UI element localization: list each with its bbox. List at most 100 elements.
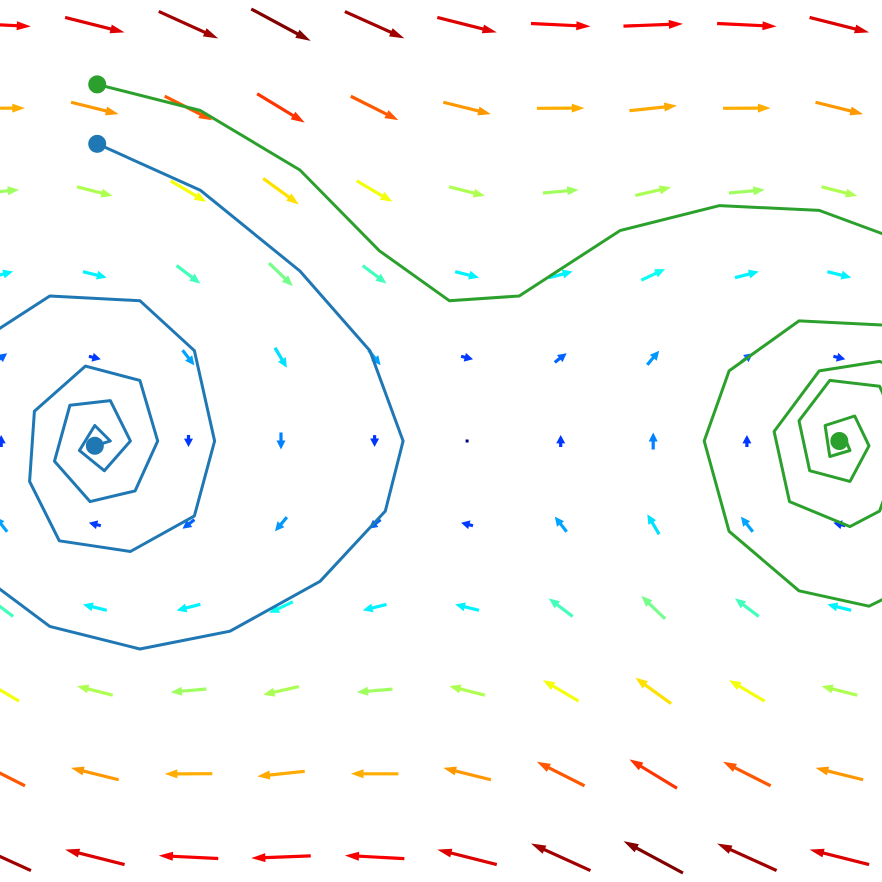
arrow	[64, 15, 125, 34]
arrow	[815, 100, 864, 116]
arrow	[182, 518, 196, 529]
arrow	[536, 103, 585, 113]
arrow	[88, 520, 102, 530]
arrow	[251, 853, 311, 863]
arrow	[0, 601, 15, 618]
arrow	[554, 516, 568, 533]
arrow	[460, 352, 473, 362]
arrow	[821, 684, 858, 697]
arrow	[269, 600, 294, 613]
arrow	[257, 769, 305, 780]
arrow	[276, 432, 286, 450]
arrow	[553, 353, 567, 364]
start-point	[88, 134, 107, 153]
arrow	[0, 688, 20, 703]
arrow	[443, 766, 492, 782]
arrow	[742, 435, 752, 447]
arrow	[821, 185, 858, 198]
arrow	[729, 680, 766, 703]
arrow	[542, 680, 580, 703]
arrow	[169, 179, 207, 202]
arrow	[461, 520, 474, 530]
arrow	[267, 262, 293, 287]
arrow	[356, 686, 393, 696]
arrow	[646, 350, 660, 366]
arrow	[809, 848, 870, 867]
arrow	[449, 684, 486, 697]
arrow	[629, 759, 678, 790]
arrow	[76, 185, 113, 198]
arrow	[717, 21, 777, 31]
arrow	[640, 269, 666, 282]
arrow	[170, 686, 207, 696]
arrow	[827, 270, 852, 280]
arrow	[530, 21, 591, 31]
arrow	[82, 270, 107, 280]
arrow	[350, 769, 399, 779]
trajectory	[95, 82, 882, 608]
arrow	[273, 346, 287, 368]
arrow	[350, 94, 399, 121]
end-point	[85, 436, 104, 455]
arrow	[623, 19, 683, 29]
arrow	[437, 848, 498, 867]
arrow	[735, 598, 760, 618]
arrow	[0, 186, 19, 196]
arrow	[176, 602, 201, 613]
trajectory	[0, 142, 405, 651]
arrow	[623, 841, 684, 875]
arrow	[0, 854, 32, 872]
arrow	[263, 685, 300, 697]
arrow	[548, 598, 574, 618]
arrow	[344, 10, 405, 39]
arrow	[356, 179, 393, 202]
arrow	[728, 186, 765, 196]
arrow	[0, 353, 8, 363]
arrow	[717, 843, 778, 872]
start-point	[88, 75, 107, 94]
arrow	[455, 602, 480, 612]
arrow	[465, 439, 469, 443]
arrow	[250, 7, 311, 41]
arrow	[0, 269, 14, 279]
arrow	[629, 102, 677, 113]
arrow	[536, 761, 586, 788]
arrow	[809, 15, 870, 34]
arrow	[70, 100, 119, 116]
arrow	[734, 269, 759, 280]
arrow	[82, 602, 108, 612]
arrow	[262, 177, 299, 205]
arrow	[175, 264, 201, 284]
arrow	[370, 435, 380, 447]
arrow	[454, 270, 479, 280]
arrow	[256, 92, 305, 123]
arrow	[442, 100, 491, 116]
arrow	[88, 352, 101, 362]
arrow	[158, 10, 219, 39]
arrow	[0, 435, 6, 447]
arrow	[0, 771, 26, 788]
arrow	[65, 848, 125, 867]
arrow	[77, 684, 114, 697]
arrow	[0, 103, 25, 113]
arrow	[344, 851, 405, 861]
arrow	[158, 851, 219, 861]
arrow	[556, 435, 566, 447]
arrow	[635, 185, 672, 197]
arrow	[827, 602, 852, 612]
arrow	[436, 15, 497, 34]
arrow	[0, 518, 9, 533]
arrow	[0, 21, 31, 31]
arrow	[164, 769, 213, 779]
arrow	[548, 269, 573, 280]
end-point	[830, 432, 849, 450]
arrow	[181, 349, 195, 366]
arrow	[448, 185, 485, 198]
arrow	[184, 435, 193, 447]
arrow	[641, 595, 667, 620]
arrow	[531, 843, 592, 872]
arrow	[740, 516, 755, 533]
